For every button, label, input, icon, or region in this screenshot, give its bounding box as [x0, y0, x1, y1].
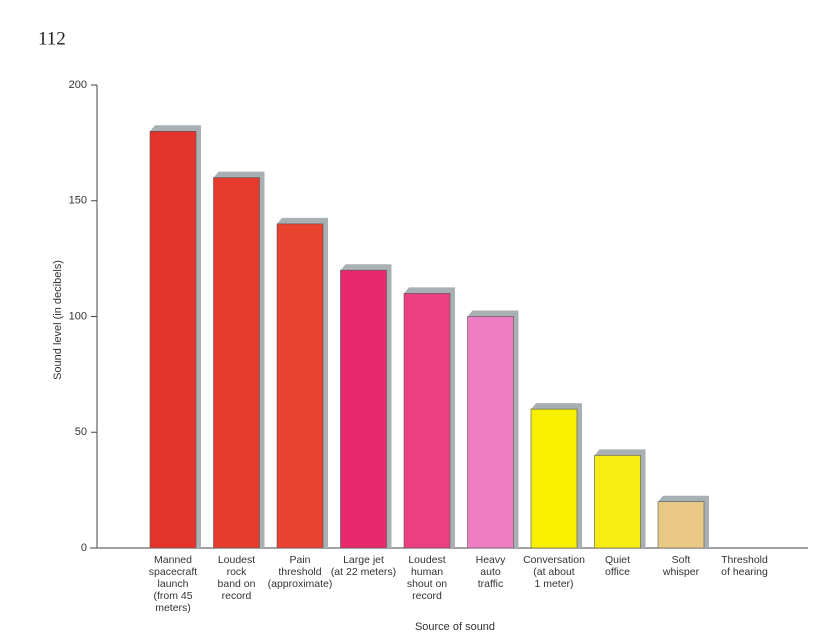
bar	[594, 455, 641, 549]
x-tick-label: Large jet (at 22 meters)	[330, 554, 397, 578]
x-tick-label: Conversation (at about 1 meter)	[523, 554, 585, 590]
bar-shadow	[658, 495, 709, 548]
page-number: 112	[38, 28, 66, 49]
x-tick-label: Soft whisper	[662, 554, 700, 578]
x-tick-label: Pain threshold (approximate)	[267, 554, 333, 590]
x-tick-label: Loudest rock band on record	[217, 554, 256, 602]
bar	[403, 293, 451, 549]
bar	[340, 269, 387, 549]
x-tick-label: Threshold of hearing	[721, 554, 768, 578]
bar	[213, 177, 260, 549]
y-tick-label: 100	[69, 310, 87, 322]
bar	[149, 131, 197, 549]
bar	[276, 223, 324, 549]
y-tick-label: 150	[69, 195, 87, 207]
x-tick-label: Quiet office	[604, 554, 631, 578]
x-tick-label: Heavy auto traffic	[475, 554, 506, 590]
bar	[530, 408, 578, 549]
y-tick-label: 200	[69, 79, 87, 91]
y-tick-label: 0	[81, 542, 87, 554]
bar	[467, 316, 514, 549]
x-axis-label: Source of sound	[415, 621, 495, 633]
x-tick-label: Manned spacecraft launch (from 45 meters…	[148, 554, 198, 614]
x-tick-label: Loudest human shout on record	[406, 554, 448, 602]
y-tick-label: 50	[75, 426, 87, 438]
bar	[657, 501, 705, 549]
y-axis-label: Sound level (in decibels)	[52, 260, 64, 380]
